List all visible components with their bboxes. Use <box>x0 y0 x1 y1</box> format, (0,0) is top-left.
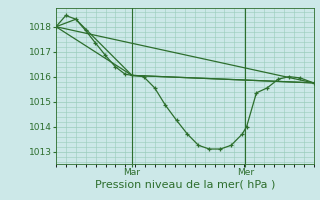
X-axis label: Pression niveau de la mer( hPa ): Pression niveau de la mer( hPa ) <box>95 180 275 190</box>
